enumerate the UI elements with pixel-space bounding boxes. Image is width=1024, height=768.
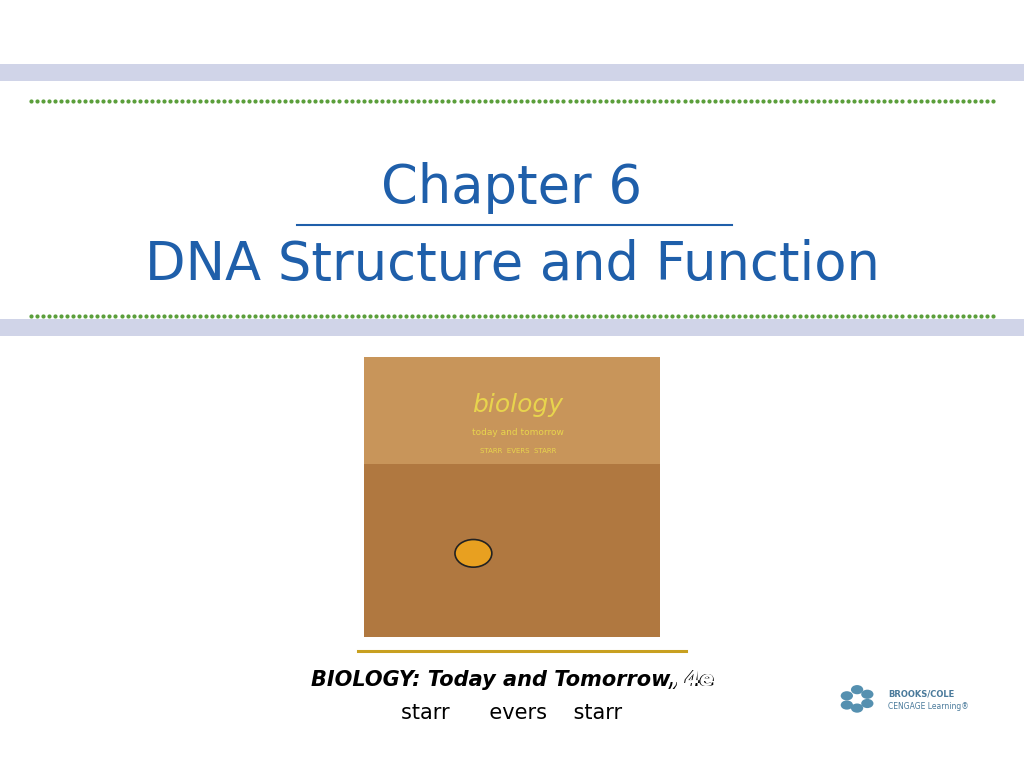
Bar bbox=[0, 64, 1024, 81]
Text: today and tomorrow: today and tomorrow bbox=[472, 429, 564, 437]
Text: STARR  EVERS  STARR: STARR EVERS STARR bbox=[480, 448, 556, 454]
Text: BIOLOGY: Today and Tomorrow, 4e: BIOLOGY: Today and Tomorrow, 4e bbox=[311, 670, 713, 690]
Text: , 4e: , 4e bbox=[671, 670, 715, 690]
Bar bbox=[364, 357, 660, 637]
Circle shape bbox=[841, 691, 853, 700]
Text: CENGAGE Learning®: CENGAGE Learning® bbox=[888, 702, 969, 711]
Circle shape bbox=[851, 685, 863, 694]
Circle shape bbox=[861, 690, 873, 699]
Circle shape bbox=[841, 700, 853, 710]
Text: DNA Structure and Function: DNA Structure and Function bbox=[144, 239, 880, 291]
Text: BROOKS/COLE: BROOKS/COLE bbox=[888, 689, 954, 698]
Text: biology: biology bbox=[472, 392, 563, 417]
Bar bbox=[0, 319, 1024, 336]
Text: starr      evers    starr: starr evers starr bbox=[401, 703, 623, 723]
Bar bbox=[364, 464, 660, 637]
Circle shape bbox=[455, 539, 492, 567]
Circle shape bbox=[851, 703, 863, 713]
Text: , 4e: , 4e bbox=[671, 670, 715, 690]
Text: Chapter 6: Chapter 6 bbox=[381, 162, 643, 214]
Circle shape bbox=[861, 699, 873, 708]
